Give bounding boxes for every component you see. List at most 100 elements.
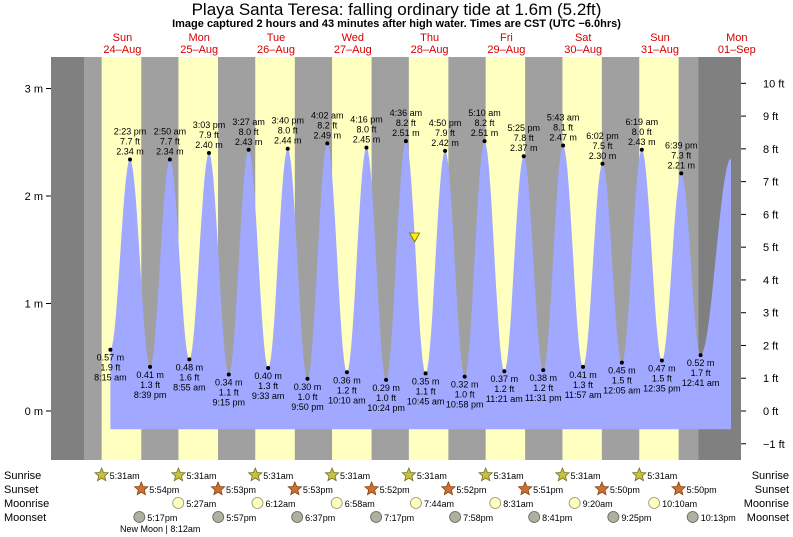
tide-height-m: 2.45 m xyxy=(353,135,381,145)
day-label-date: 30–Aug xyxy=(564,44,602,56)
tide-height-ft: 1.3 ft xyxy=(258,381,279,391)
moonrise-event: 9:20am xyxy=(568,497,613,509)
tide-time: 3:27 am xyxy=(232,117,265,127)
sunrise-icon xyxy=(324,466,340,482)
sunset-time: 5:53pm xyxy=(303,485,333,495)
tide-dot xyxy=(266,366,271,370)
sunset-event: 5:50pm xyxy=(670,480,717,496)
tide-dot xyxy=(325,141,330,146)
tide-dot xyxy=(226,372,231,377)
tide-height-m: 2.43 m xyxy=(628,137,656,147)
sunset-icon xyxy=(517,480,533,496)
day-label-date: 26–Aug xyxy=(257,44,295,56)
moonset-icon xyxy=(291,511,304,523)
moonset-icon xyxy=(686,511,699,523)
tide-height-m: 2.47 m xyxy=(549,132,577,142)
moonrise-time: 7:44am xyxy=(424,499,454,509)
moonset-row-label-right: Moonset xyxy=(747,512,789,524)
tide-dot xyxy=(305,376,310,381)
day-label-dow: Thu xyxy=(420,32,439,44)
moonset-time: 9:25pm xyxy=(621,513,651,523)
tide-time: 8:55 am xyxy=(173,382,206,392)
tide-dot xyxy=(521,154,526,159)
tide-dot xyxy=(384,377,389,382)
high-tide-point: 6:19 am8.0 ft2.43 m xyxy=(626,117,658,152)
tide-time: 6:39 pm xyxy=(665,140,698,150)
moonrise-event: 8:31am xyxy=(489,497,533,509)
moonset-event: 9:25pm xyxy=(607,511,651,523)
sunset-icon xyxy=(440,480,456,496)
day-label-dow: Sat xyxy=(575,32,592,44)
high-tide-point: 6:02 pm7.5 ft2.30 m xyxy=(586,131,619,166)
tide-dot xyxy=(482,139,487,144)
tide-dot xyxy=(561,143,566,148)
low-tide-point: 0.30 m1.0 ft9:50 pm xyxy=(291,376,324,412)
high-tide-point: 3:03 pm7.9 ft2.40 m xyxy=(193,120,225,155)
day-label-date: 25–Aug xyxy=(180,44,218,56)
tide-time: 12:05 am xyxy=(603,386,641,396)
sunset-event: 5:52pm xyxy=(363,480,410,496)
high-tide-point: 4:50 pm7.9 ft2.42 m xyxy=(429,118,461,153)
tide-height-m: 0.29 m xyxy=(372,383,400,393)
tide-dot xyxy=(581,364,586,369)
tide-height-ft: 1.1 ft xyxy=(219,387,240,397)
tide-dot xyxy=(619,360,624,365)
tide-dot xyxy=(403,139,408,144)
tide-dot xyxy=(639,147,644,152)
tide-height-m: 2.42 m xyxy=(431,138,459,148)
y-right-tick-label: 10 ft xyxy=(763,78,784,90)
tide-height-m: 2.34 m xyxy=(116,146,144,156)
tide-time: 10:45 am xyxy=(407,396,445,406)
moonset-time: 10:13pm xyxy=(701,513,736,523)
sunrise-event: 5:31am xyxy=(554,466,600,482)
tide-time: 12:35 pm xyxy=(643,383,681,393)
tide-dot xyxy=(364,145,369,150)
tide-height-m: 2.34 m xyxy=(156,146,184,156)
day-label-dow: Tue xyxy=(267,32,286,44)
low-tide-point: 0.57 m1.9 ft8:15 am xyxy=(94,347,127,383)
sunset-time: 5:50pm xyxy=(687,485,717,495)
moonrise-icon xyxy=(410,497,422,509)
tide-height-ft: 7.7 ft xyxy=(160,136,181,146)
moonset-icon xyxy=(449,511,461,523)
sunset-time: 5:54pm xyxy=(149,485,179,495)
tide-height-ft: 1.1 ft xyxy=(416,386,437,396)
sunset-time: 5:53pm xyxy=(226,485,256,495)
tide-dot xyxy=(167,157,172,162)
moonrise-time: 6:12am xyxy=(265,499,295,509)
tide-height-m: 0.36 m xyxy=(333,375,361,385)
tide-area xyxy=(110,141,731,430)
tide-height-m: 2.40 m xyxy=(195,140,223,150)
tide-time: 9:33 am xyxy=(252,391,285,401)
sunrise-event: 5:31am xyxy=(401,466,447,482)
tide-height-ft: 1.3 ft xyxy=(573,380,594,390)
sunset-icon xyxy=(594,480,610,496)
sunrise-event: 5:31am xyxy=(477,466,524,482)
day-label-date: 01–Sep xyxy=(718,44,756,56)
moonrise-row-label-right: Moonrise xyxy=(744,498,789,510)
tide-height-ft: 7.3 ft xyxy=(671,150,692,160)
sunrise-time: 5:31am xyxy=(110,471,140,481)
tide-dot xyxy=(698,353,703,358)
tide-height-ft: 1.2 ft xyxy=(533,383,554,393)
tide-dot xyxy=(502,369,507,374)
tide-height-ft: 8.2 ft xyxy=(475,118,496,128)
tide-height-m: 0.38 m xyxy=(529,373,557,383)
tide-height-m: 0.41 m xyxy=(136,370,164,380)
sunset-icon xyxy=(210,480,226,496)
tide-height-ft: 1.9 ft xyxy=(100,363,121,373)
moonrise-event: 5:27am xyxy=(172,497,216,509)
moonset-icon xyxy=(528,511,541,523)
tide-height-m: 0.32 m xyxy=(451,380,479,390)
y-right-tick-label: 6 ft xyxy=(763,209,778,221)
tide-height-ft: 1.5 ft xyxy=(612,376,633,386)
tide-dot xyxy=(679,171,684,176)
day-label-dow: Sun xyxy=(650,32,670,44)
high-tide-point: 2:23 pm7.7 ft2.34 m xyxy=(114,126,146,162)
moonrise-row-label-left: Moonrise xyxy=(4,498,49,510)
sunrise-time: 5:31am xyxy=(186,471,216,481)
tide-dot xyxy=(600,161,605,166)
sunrise-row-label-right: Sunrise xyxy=(752,470,789,482)
